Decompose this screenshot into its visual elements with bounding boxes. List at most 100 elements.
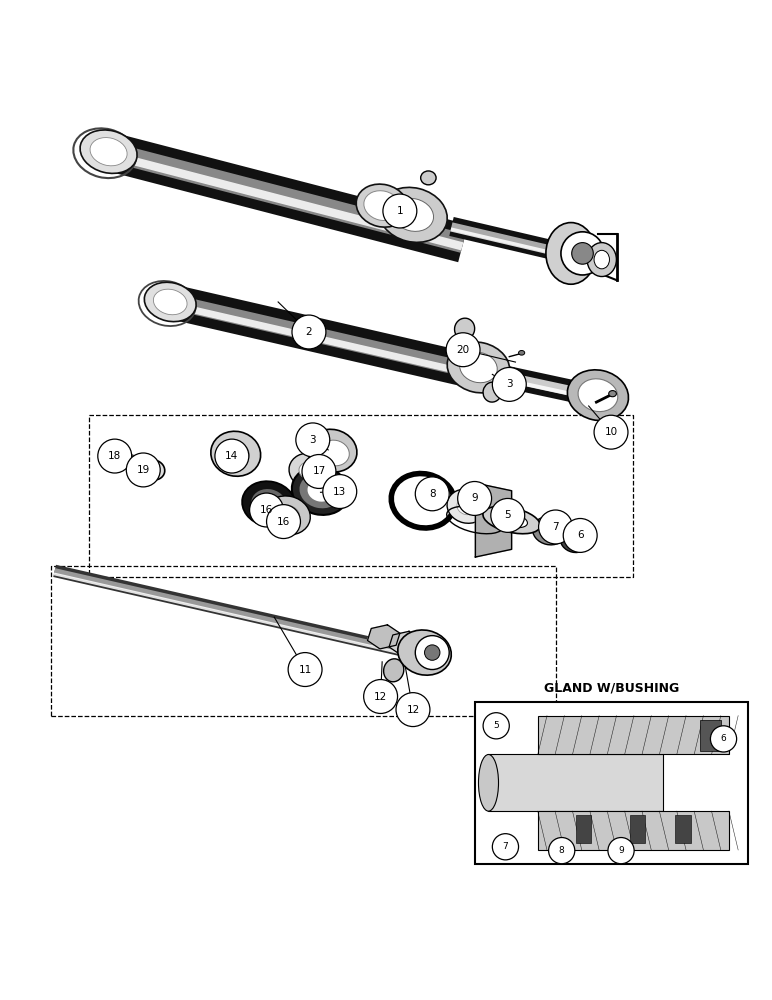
- Ellipse shape: [148, 465, 158, 475]
- Ellipse shape: [275, 505, 300, 526]
- Circle shape: [288, 653, 322, 686]
- Text: 11: 11: [299, 665, 312, 675]
- Circle shape: [608, 838, 634, 864]
- Ellipse shape: [299, 462, 319, 479]
- Circle shape: [415, 636, 449, 670]
- Ellipse shape: [242, 481, 296, 526]
- Bar: [489, 754, 663, 811]
- Text: 6: 6: [720, 734, 726, 743]
- Ellipse shape: [594, 250, 609, 269]
- Ellipse shape: [289, 453, 329, 488]
- Ellipse shape: [519, 351, 525, 355]
- Text: 18: 18: [108, 451, 121, 461]
- Circle shape: [383, 194, 417, 228]
- Text: 7: 7: [503, 842, 508, 851]
- Ellipse shape: [292, 467, 349, 515]
- Text: 3: 3: [506, 379, 513, 389]
- Ellipse shape: [116, 447, 128, 458]
- Ellipse shape: [80, 130, 137, 173]
- Circle shape: [564, 518, 598, 552]
- Text: 5: 5: [493, 721, 499, 730]
- Ellipse shape: [222, 442, 249, 465]
- Text: 20: 20: [456, 345, 469, 355]
- Circle shape: [215, 439, 249, 473]
- Text: 12: 12: [374, 692, 388, 702]
- Ellipse shape: [307, 429, 357, 472]
- Ellipse shape: [496, 512, 527, 528]
- Ellipse shape: [560, 528, 589, 553]
- Polygon shape: [476, 483, 512, 557]
- Circle shape: [98, 439, 132, 473]
- Circle shape: [415, 477, 449, 511]
- Bar: [475, 702, 748, 864]
- Circle shape: [425, 645, 440, 660]
- Ellipse shape: [320, 440, 349, 466]
- Text: 10: 10: [604, 427, 618, 437]
- Ellipse shape: [265, 496, 310, 535]
- Ellipse shape: [578, 379, 618, 412]
- Ellipse shape: [421, 171, 436, 185]
- Ellipse shape: [258, 495, 279, 512]
- Ellipse shape: [457, 498, 477, 515]
- Text: 5: 5: [504, 510, 511, 520]
- Polygon shape: [367, 625, 400, 649]
- Ellipse shape: [300, 473, 341, 508]
- Text: 13: 13: [334, 487, 347, 497]
- Circle shape: [446, 333, 480, 367]
- Circle shape: [491, 498, 525, 532]
- Ellipse shape: [608, 391, 616, 397]
- Text: 2: 2: [306, 327, 312, 337]
- Bar: [538, 811, 729, 850]
- Circle shape: [710, 726, 736, 752]
- Text: 9: 9: [472, 493, 478, 503]
- Text: 17: 17: [313, 466, 326, 476]
- Ellipse shape: [384, 659, 404, 682]
- Bar: [51, 566, 556, 716]
- Ellipse shape: [567, 534, 582, 546]
- Ellipse shape: [142, 460, 164, 480]
- Ellipse shape: [307, 480, 334, 502]
- Ellipse shape: [154, 289, 187, 315]
- Circle shape: [549, 838, 575, 864]
- Ellipse shape: [533, 517, 566, 545]
- Circle shape: [572, 243, 594, 264]
- Ellipse shape: [400, 481, 446, 520]
- Text: 14: 14: [225, 451, 239, 461]
- Ellipse shape: [479, 754, 499, 811]
- Ellipse shape: [447, 342, 510, 393]
- Circle shape: [249, 493, 283, 527]
- Text: 7: 7: [552, 522, 559, 532]
- Text: 1: 1: [397, 206, 403, 216]
- Ellipse shape: [251, 489, 286, 519]
- Circle shape: [127, 453, 161, 487]
- Circle shape: [364, 680, 398, 713]
- Ellipse shape: [398, 630, 452, 675]
- Bar: [538, 716, 729, 754]
- Ellipse shape: [364, 191, 401, 221]
- Circle shape: [561, 232, 604, 275]
- Text: 19: 19: [137, 465, 150, 475]
- Ellipse shape: [144, 282, 196, 322]
- Ellipse shape: [455, 318, 475, 340]
- Bar: [699, 720, 721, 751]
- Circle shape: [296, 423, 330, 457]
- Circle shape: [302, 455, 336, 488]
- Ellipse shape: [459, 352, 497, 383]
- Text: 9: 9: [618, 846, 624, 855]
- Ellipse shape: [90, 138, 127, 166]
- Ellipse shape: [211, 431, 261, 476]
- Ellipse shape: [567, 370, 628, 421]
- Circle shape: [539, 510, 573, 544]
- Ellipse shape: [541, 524, 558, 538]
- Circle shape: [483, 713, 510, 739]
- Circle shape: [323, 475, 357, 508]
- Ellipse shape: [483, 382, 502, 402]
- Ellipse shape: [392, 198, 434, 231]
- Text: 12: 12: [406, 705, 420, 715]
- Circle shape: [458, 482, 492, 515]
- Circle shape: [292, 315, 326, 349]
- Bar: [576, 815, 591, 843]
- Text: 6: 6: [577, 530, 584, 540]
- Text: GLAND W/BUSHING: GLAND W/BUSHING: [543, 681, 679, 694]
- Bar: [629, 815, 645, 843]
